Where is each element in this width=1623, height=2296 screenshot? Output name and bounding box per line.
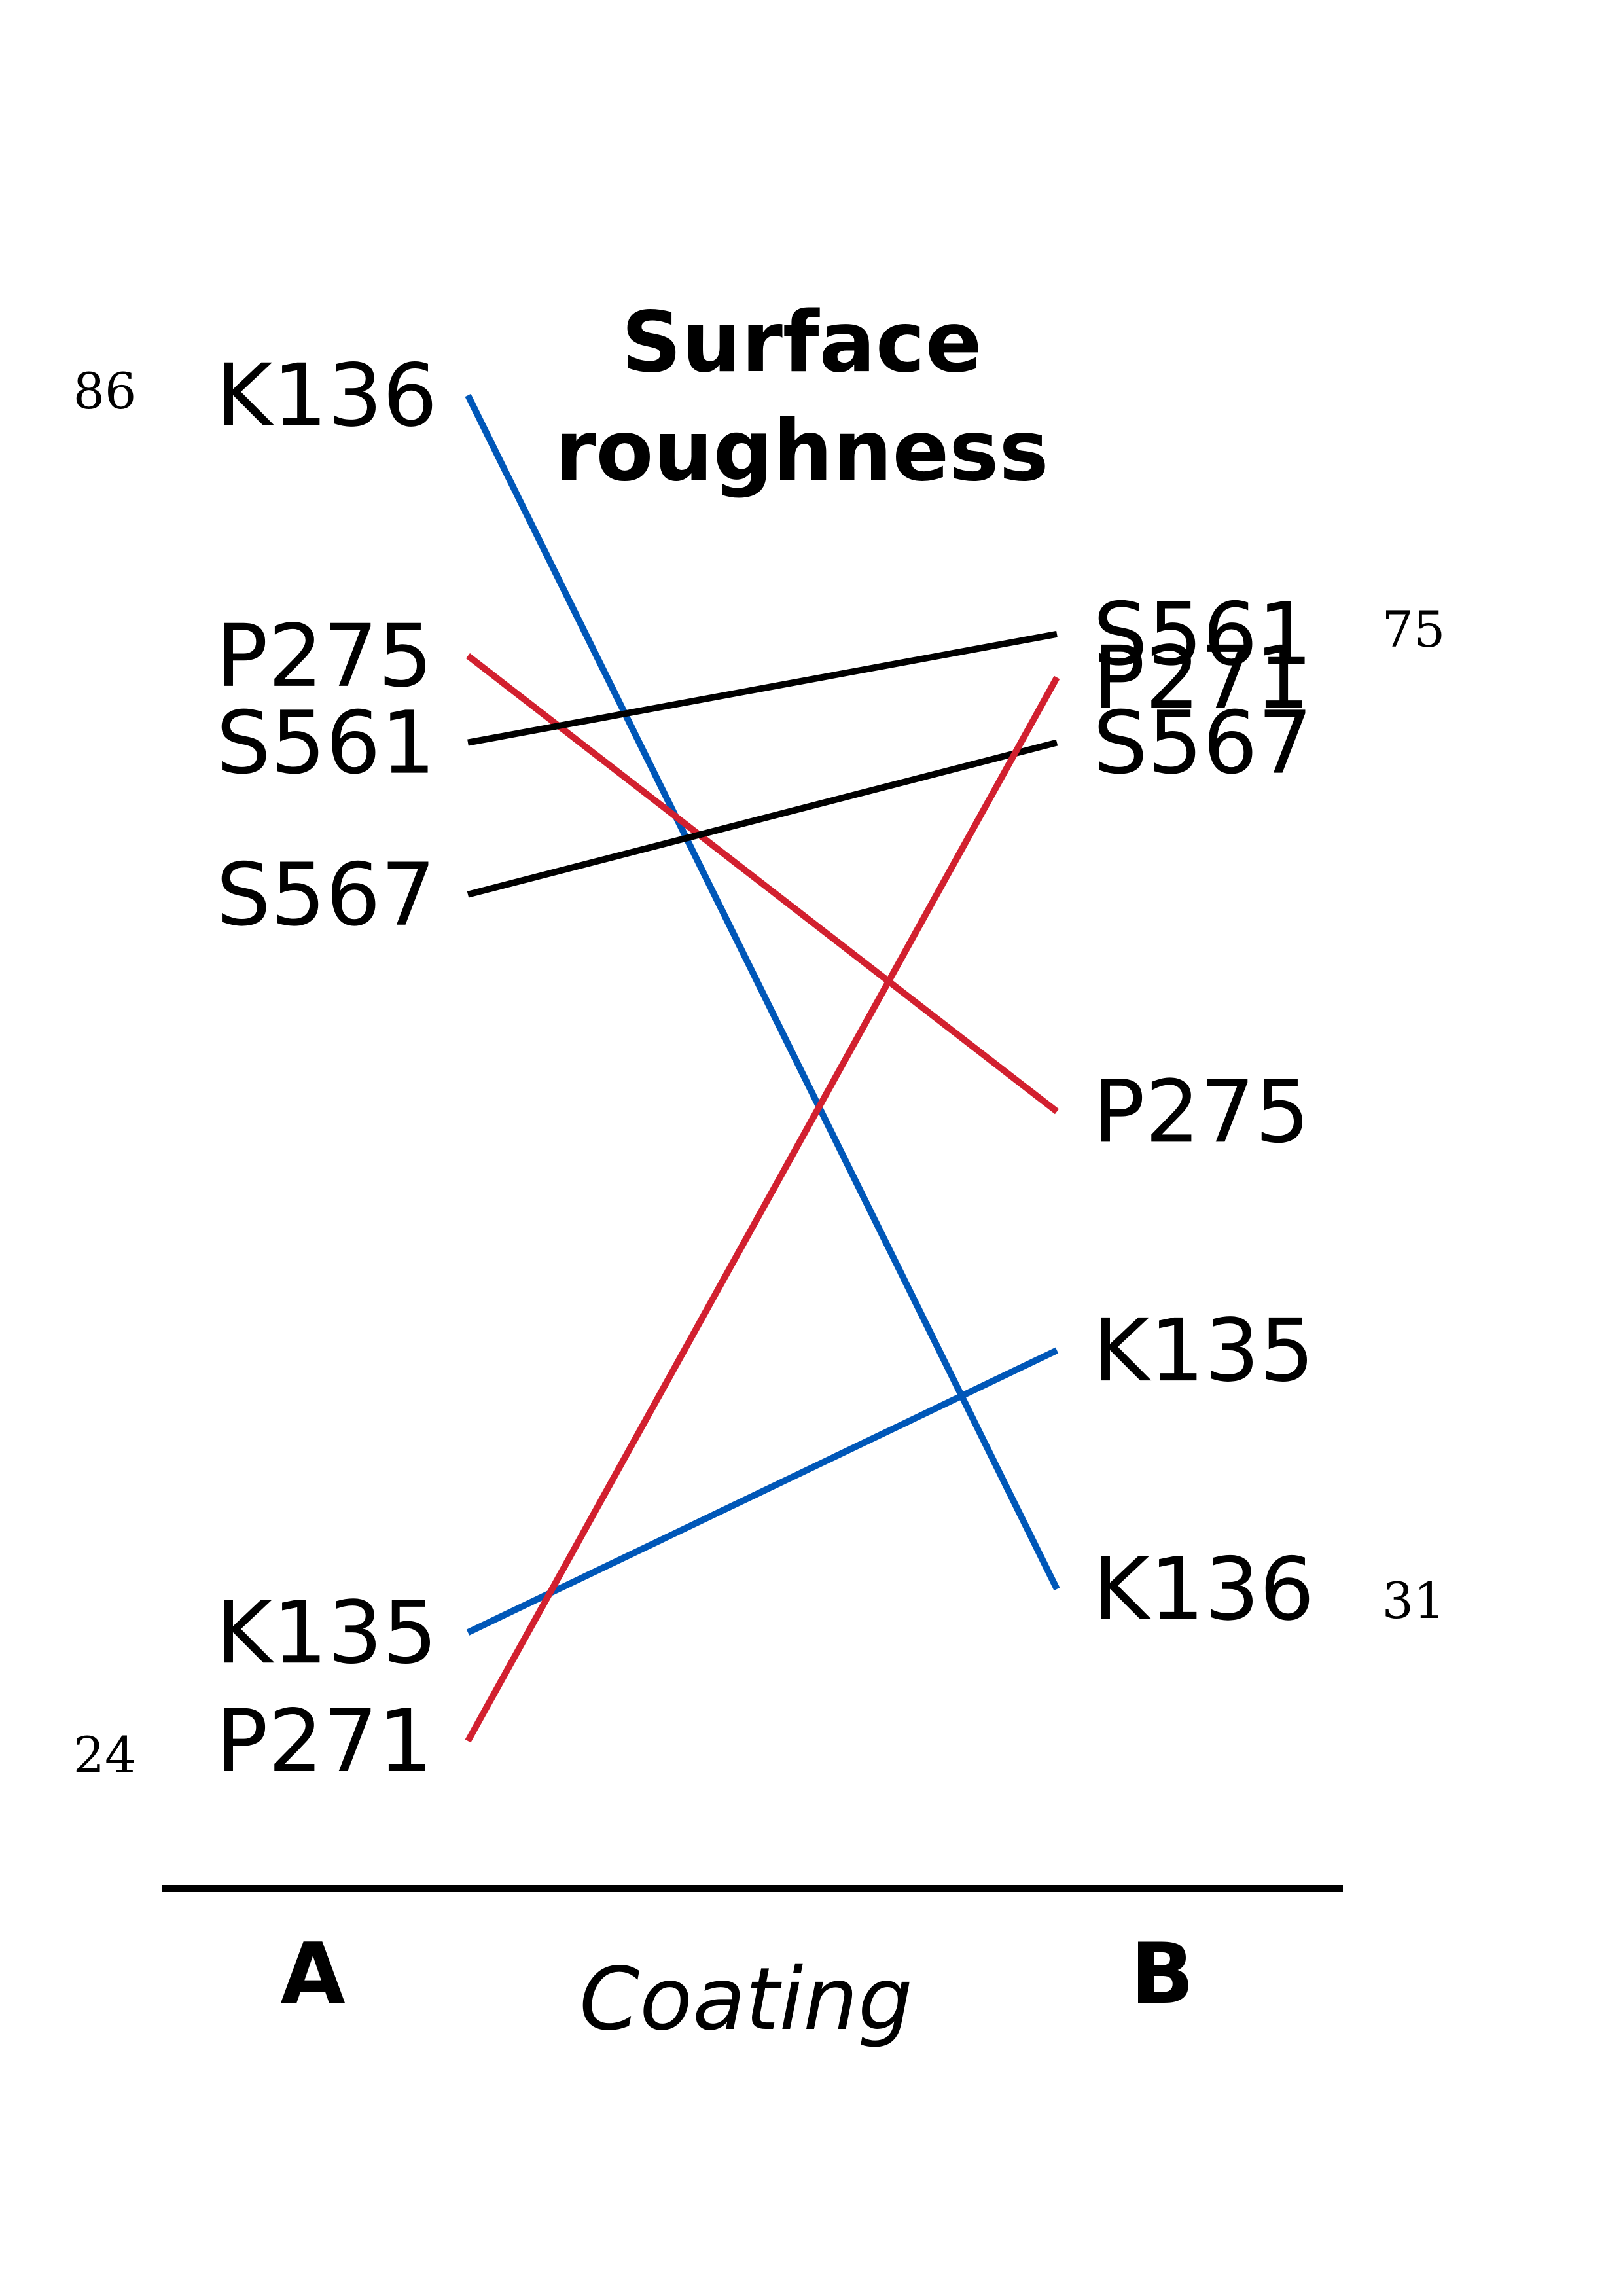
left-label-k135: K135	[216, 1583, 438, 1683]
left-label-p271: P271	[216, 1691, 433, 1792]
left-label-s561: S561	[216, 693, 436, 794]
x-axis-title: Coating	[579, 1949, 913, 2050]
slope-line-p275	[465, 653, 1060, 1115]
right-label-k135: K135	[1093, 1300, 1315, 1401]
slope-labels: K136K136P275P275S561S561S567S567K135K135…	[216, 346, 1315, 1792]
left-label-p275: P275	[216, 606, 433, 707]
condition-b-label: B	[1130, 1926, 1194, 2023]
chart-title-line-2: roughness	[554, 403, 1048, 500]
right-min-value-label: 31	[1382, 1571, 1446, 1630]
right-label-p275: P275	[1093, 1062, 1310, 1162]
slope-line-p271	[465, 675, 1060, 1743]
left-label-s567: S567	[216, 845, 436, 946]
right-label-k136: K136	[1093, 1539, 1315, 1640]
right-label-p271: P271	[1093, 628, 1310, 728]
right-label-s567: S567	[1093, 693, 1313, 794]
slope-line-s567	[467, 739, 1058, 898]
slope-line-k136	[465, 393, 1060, 1591]
slope-line-k135	[466, 1347, 1059, 1636]
slope-line-s561	[467, 630, 1058, 746]
left-min-value-label: 24	[73, 1726, 137, 1784]
right-label-s561: S561	[1093, 584, 1313, 685]
right-max-value-label: 75	[1382, 600, 1446, 658]
condition-a-label: A	[280, 1926, 345, 2023]
left-label-k136: K136	[216, 346, 438, 446]
chart-title-line-1: Surface	[621, 294, 982, 391]
slope-lines	[465, 393, 1060, 1743]
left-max-value-label: 86	[73, 362, 137, 420]
